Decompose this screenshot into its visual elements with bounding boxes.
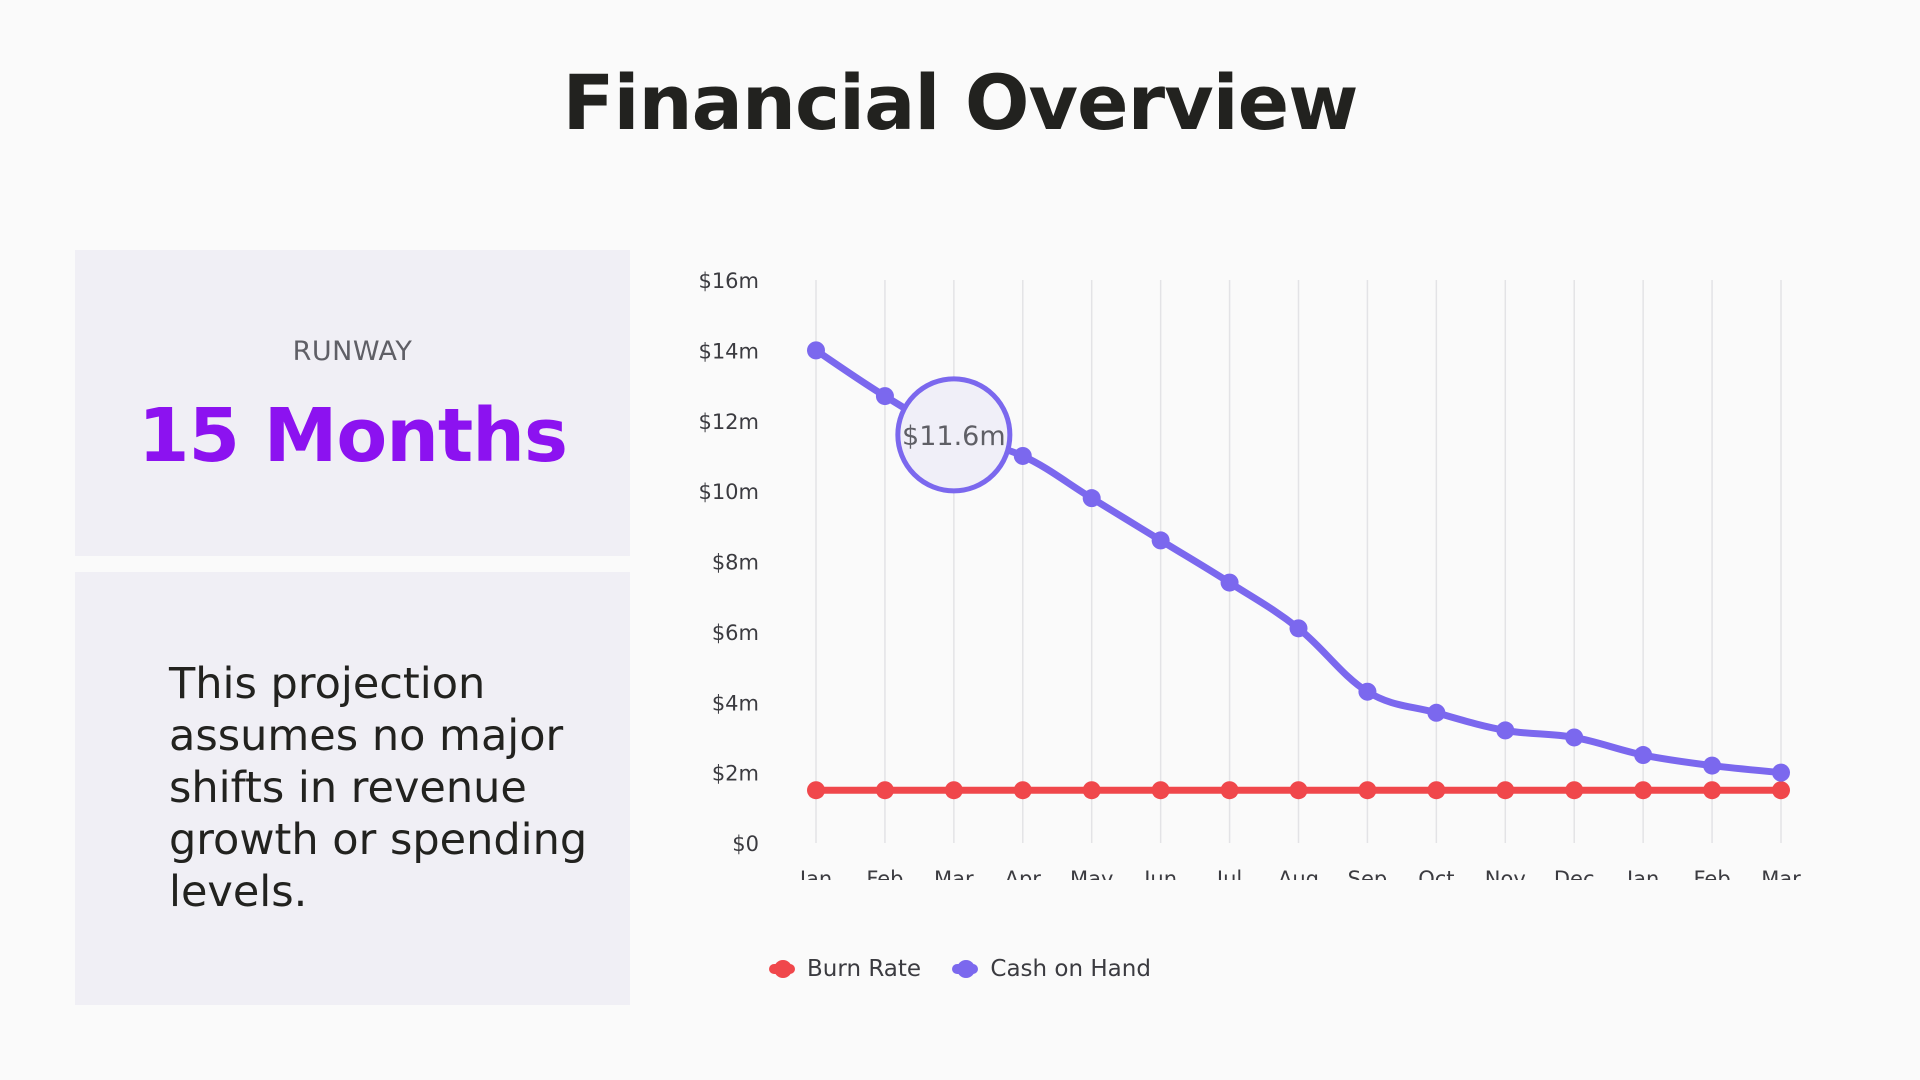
data-point-cash-on-hand: [1151, 531, 1170, 550]
y-tick-label: $8m: [712, 551, 759, 575]
data-point-burn-rate: [1289, 781, 1308, 800]
x-axis: Jan Feb Mar Apr May Jun Jul Aug Sep Oct Nov Dec Jan F…: [798, 867, 1801, 880]
x-tick-label: Apr: [1005, 867, 1042, 880]
x-tick-label: Sep: [1348, 867, 1388, 880]
x-tick-label: Jul: [1215, 867, 1242, 880]
x-tick-label: Feb: [1693, 867, 1730, 880]
x-tick-label: Jun: [1142, 867, 1177, 880]
legend-label-cash-on-hand: Cash on Hand: [990, 956, 1151, 982]
data-point-cash-on-hand: [875, 387, 894, 406]
y-tick-label: $12m: [698, 410, 759, 434]
projection-note: This projection assumes no major shifts …: [169, 659, 588, 917]
data-point-burn-rate: [1772, 781, 1790, 800]
y-tick-label: $16m: [698, 269, 759, 293]
legend-swatch-burn-rate: [769, 960, 796, 978]
legend-item-burn-rate[interactable]: Burn Rate: [769, 956, 921, 982]
data-point-burn-rate: [1013, 781, 1032, 800]
cash-burn-line-chart: $0 $2m $4m $6m $8m $10m $12m $14m $16m Jan Feb Mar…: [698, 269, 1801, 880]
data-point-burn-rate: [807, 781, 825, 800]
data-point-burn-rate: [1082, 781, 1101, 800]
y-tick-label: $10m: [698, 480, 759, 504]
chart-legend: Burn Rate Cash on Hand: [0, 954, 1920, 982]
data-point-cash-on-hand: [1289, 619, 1308, 638]
data-point-cash-on-hand: [1772, 763, 1790, 782]
x-tick-label: Aug: [1278, 867, 1319, 880]
x-tick-label: Jan: [1625, 867, 1659, 880]
x-tick-label: Oct: [1418, 867, 1454, 880]
data-point-cash-on-hand: [1634, 746, 1653, 765]
x-tick-label: Dec: [1554, 867, 1595, 880]
data-point-cash-on-hand: [1565, 728, 1584, 747]
data-point-cash-on-hand: [1082, 489, 1101, 508]
x-tick-label: Nov: [1485, 867, 1526, 880]
y-tick-label: $2m: [712, 762, 759, 786]
data-point-burn-rate: [875, 781, 894, 800]
chart-annotation: $11.6m: [895, 376, 1013, 494]
x-tick-label: May: [1070, 867, 1113, 880]
data-point-cash-on-hand: [1358, 682, 1377, 701]
data-point-cash-on-hand: [807, 341, 825, 360]
data-point-cash-on-hand: [1427, 703, 1446, 722]
projection-note-card: This projection assumes no major shifts …: [75, 572, 630, 1005]
data-point-cash-on-hand: [1220, 573, 1239, 592]
data-point-burn-rate: [1358, 781, 1377, 800]
runway-card: RUNWAY 15 Months: [75, 250, 630, 556]
data-point-burn-rate: [1151, 781, 1170, 800]
x-tick-label: Mar: [1761, 867, 1801, 880]
data-point-cash-on-hand: [1703, 756, 1722, 775]
data-point-burn-rate: [1703, 781, 1722, 800]
data-point-burn-rate: [944, 781, 963, 800]
y-tick-label: $14m: [698, 339, 759, 363]
data-point-burn-rate: [1565, 781, 1584, 800]
runway-label: RUNWAY: [292, 336, 413, 367]
x-tick-label: Mar: [934, 867, 974, 880]
annotation-label: $11.6m: [902, 421, 1006, 452]
annotation-bubble: [895, 376, 1013, 494]
data-point-burn-rate: [1496, 781, 1515, 800]
runway-value: 15 Months: [137, 393, 568, 479]
page-title: Financial Overview: [562, 58, 1359, 147]
data-point-cash-on-hand: [1496, 721, 1515, 740]
x-tick-label: Jan: [798, 867, 832, 880]
y-axis: $0 $2m $4m $6m $8m $10m $12m $14m $16m: [698, 269, 759, 856]
legend-item-cash-on-hand[interactable]: Cash on Hand: [952, 956, 1151, 982]
data-point-burn-rate: [1220, 781, 1239, 800]
y-tick-label: $6m: [712, 621, 759, 645]
data-point-cash-on-hand: [1013, 446, 1032, 465]
y-tick-label: $4m: [712, 691, 759, 715]
data-point-burn-rate: [1634, 781, 1653, 800]
data-point-burn-rate: [1427, 781, 1446, 800]
x-tick-label: Feb: [866, 867, 903, 880]
legend-swatch-cash-on-hand: [952, 960, 979, 978]
y-tick-label: $0: [732, 832, 759, 856]
legend-label-burn-rate: Burn Rate: [807, 956, 922, 982]
